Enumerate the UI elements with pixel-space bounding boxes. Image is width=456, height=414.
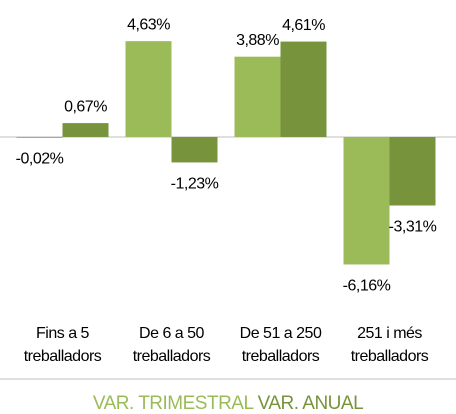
x-tick-label: De 6 a 50 <box>139 325 204 342</box>
x-tick-label: treballadors <box>24 348 102 365</box>
x-tick-label: treballadors <box>242 348 320 365</box>
x-tick-label: treballadors <box>351 348 429 365</box>
bar <box>171 136 218 163</box>
bar <box>16 136 63 138</box>
value-label: -1,23% <box>171 176 219 193</box>
value-label: -6,16% <box>343 278 391 295</box>
value-label: 3,88% <box>236 32 279 49</box>
bar <box>234 56 281 137</box>
legend-entry: VAR. ANUAL <box>258 393 364 414</box>
legend-entry: VAR. TRIMESTRAL <box>93 393 254 414</box>
bar <box>280 41 327 137</box>
value-label: -0,02% <box>16 151 64 168</box>
bar <box>62 123 109 137</box>
bar <box>389 136 436 206</box>
value-label: 4,61% <box>282 17 325 34</box>
x-tick-label: treballadors <box>133 348 211 365</box>
value-label: 4,63% <box>127 16 170 33</box>
x-tick-label: 251 i més <box>357 325 422 342</box>
bar <box>125 41 172 137</box>
value-label: -3,31% <box>389 219 437 236</box>
x-tick-label: Fins a 5 <box>36 325 90 342</box>
value-label: 0,67% <box>64 98 107 115</box>
bar <box>343 136 390 265</box>
x-tick-label: De 51 a 250 <box>240 325 322 342</box>
legend: VAR. TRIMESTRAL VAR. ANUAL <box>93 393 363 414</box>
